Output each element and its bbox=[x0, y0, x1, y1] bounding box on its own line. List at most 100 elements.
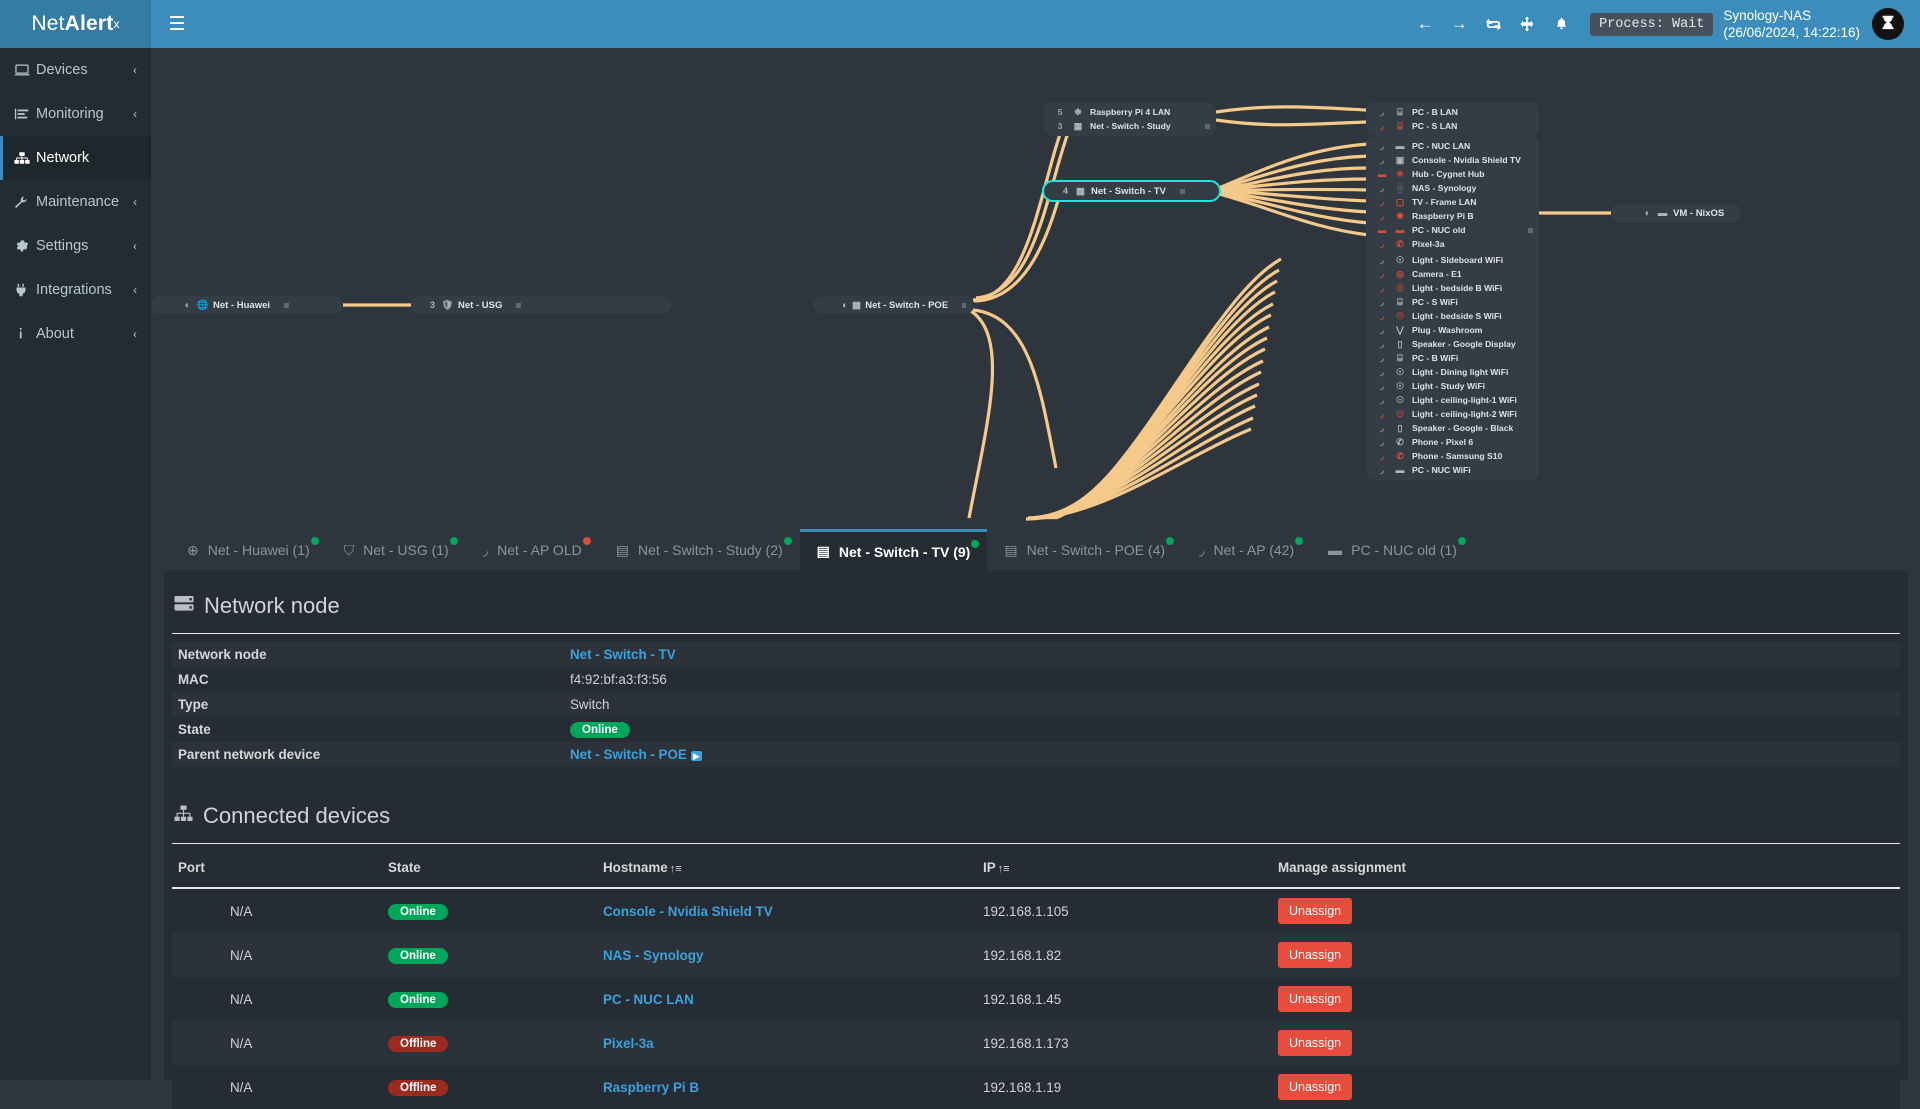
map-node-handle[interactable] bbox=[516, 302, 522, 308]
map-device-row[interactable]: ◞ ▢ TV - Frame LAN bbox=[1366, 195, 1539, 209]
map-node-huawei[interactable]: ◐ 🌐 Net - Huawei bbox=[151, 296, 343, 314]
device-link[interactable]: Pixel-3a bbox=[603, 1035, 654, 1051]
map-device-row[interactable]: ◞ ☉ Light - Dining light WiFi bbox=[1366, 365, 1539, 379]
map-node-vm-nixos[interactable]: ◐ ▬ VM - NixOS bbox=[1611, 204, 1741, 222]
cell-action[interactable]: Unassign bbox=[1272, 888, 1900, 933]
map-device-label: PC - NUC WiFi bbox=[1412, 465, 1471, 475]
map-node-usg[interactable]: 3 🛡 Net - USG bbox=[411, 296, 671, 314]
map-node-switch-poe[interactable]: ◐ ▦ Net - Switch - POE bbox=[814, 296, 974, 314]
tab-net-ap-old[interactable]: ◞ Net - AP OLD bbox=[466, 529, 599, 571]
tab-net-ap-42[interactable]: ◞ Net - AP (42) bbox=[1182, 529, 1311, 571]
phone-icon: ✆ bbox=[1396, 436, 1404, 447]
sidebar-item-maintenance[interactable]: Maintenance ‹ bbox=[0, 180, 151, 224]
map-device-row[interactable]: ◞ ☉ Light - ceiling-light-1 WiFi bbox=[1366, 393, 1539, 407]
sort-asc-icon[interactable]: ↑≡ bbox=[669, 863, 682, 875]
map-device-row[interactable]: ◞ ☉ Light - ceiling-light-2 WiFi bbox=[1366, 407, 1539, 421]
map-device-row[interactable]: ◞ ▬ PC - NUC WiFi bbox=[1366, 463, 1539, 477]
map-device-row[interactable]: ◞ ☉ Light - bedside B WiFi bbox=[1366, 281, 1539, 295]
cell-hostname[interactable]: NAS - Synology bbox=[597, 933, 977, 977]
map-device-row[interactable]: ◞ ⌸ PC - B WiFi bbox=[1366, 351, 1539, 365]
map-device-row[interactable]: ◞ ☉ Light - Study WiFi bbox=[1366, 379, 1539, 393]
map-device-row[interactable]: ◞ ☉ Light - Sideboard WiFi bbox=[1366, 253, 1539, 267]
map-node-handle[interactable] bbox=[1205, 123, 1210, 129]
tab-net-usg-1[interactable]: ⛉ Net - USG (1) bbox=[327, 529, 466, 571]
map-device-row[interactable]: ◞ ▬ PC - NUC LAN bbox=[1366, 139, 1539, 153]
map-device-row[interactable]: ▬ ✳ Hub - Cygnet Hub bbox=[1366, 167, 1539, 181]
bell-icon[interactable] bbox=[1544, 0, 1578, 48]
chevron-left-icon: ‹ bbox=[133, 239, 137, 253]
map-device-label: PC - B LAN bbox=[1412, 107, 1458, 117]
map-device-row[interactable]: ◞ ✆ Phone - Pixel 6 bbox=[1366, 435, 1539, 449]
map-device-row[interactable]: ◞ ⋁ Plug - Washroom bbox=[1366, 323, 1539, 337]
device-link[interactable]: NAS - Synology bbox=[603, 947, 704, 963]
divider bbox=[172, 633, 1900, 634]
map-node-handle[interactable] bbox=[1179, 188, 1185, 194]
cell-action[interactable]: Unassign bbox=[1272, 1021, 1900, 1065]
map-device-row[interactable]: ◞ ☉ Light - bedside S WiFi bbox=[1366, 309, 1539, 323]
forward-arrow-icon[interactable]: → bbox=[1450, 14, 1468, 33]
bulb-icon: ☉ bbox=[1395, 380, 1405, 391]
detail-row: Parent network device Net - Switch - POE ▶ bbox=[172, 742, 1900, 767]
sidebar-item-integrations[interactable]: Integrations ‹ bbox=[0, 268, 151, 312]
unassign-button[interactable]: Unassign bbox=[1278, 1074, 1353, 1100]
detail-value[interactable]: Net - Switch - POE ▶ bbox=[564, 742, 1900, 767]
device-link[interactable]: Raspberry Pi B bbox=[603, 1079, 700, 1095]
map-node-handle[interactable] bbox=[284, 302, 290, 308]
cell-action[interactable]: Unassign bbox=[1272, 977, 1900, 1021]
map-node-raspberry-pi-4-lan[interactable]: 5 ❉ Raspberry Pi 4 LAN bbox=[1044, 105, 1216, 119]
external-link-icon[interactable]: ▶ bbox=[690, 751, 702, 761]
section-title-text: Connected devices bbox=[203, 803, 391, 828]
map-device-row[interactable]: ◞ ▯ Speaker - Google Display bbox=[1366, 337, 1539, 351]
map-device-row[interactable]: ▬ ▬ PC - NUC old bbox=[1366, 223, 1539, 237]
unassign-button[interactable]: Unassign bbox=[1278, 898, 1353, 924]
map-device-row[interactable]: ◞ ◎ Camera - E1 bbox=[1366, 267, 1539, 281]
sidebar-item-settings[interactable]: Settings ‹ bbox=[0, 224, 151, 268]
sidebar-item-devices[interactable]: Devices ‹ bbox=[0, 48, 151, 92]
hamburger-icon[interactable]: ☰ bbox=[168, 13, 186, 35]
column-header-hostname[interactable]: Hostname ↑≡ bbox=[597, 848, 977, 889]
tab-net-switch-tv-9[interactable]: ▤ Net - Switch - TV (9) bbox=[799, 529, 988, 571]
unassign-button[interactable]: Unassign bbox=[1278, 1030, 1353, 1056]
sidebar-item-monitoring[interactable]: Monitoring ‹ bbox=[0, 92, 151, 136]
avatar[interactable] bbox=[1872, 8, 1904, 40]
map-device-row[interactable]: ◞ ✆ Phone - Samsung S10 bbox=[1366, 449, 1539, 463]
column-header-ip[interactable]: IP ↑≡ bbox=[977, 848, 1272, 889]
device-link[interactable]: PC - NUC LAN bbox=[603, 991, 694, 1007]
cell-hostname[interactable]: Raspberry Pi B bbox=[597, 1065, 977, 1109]
move-icon[interactable] bbox=[1510, 0, 1544, 48]
sidebar-item-about[interactable]: About ‹ bbox=[0, 312, 151, 356]
back-arrow-icon[interactable]: ← bbox=[1416, 14, 1434, 33]
sidebar-item-network[interactable]: Network bbox=[0, 136, 151, 180]
unassign-button[interactable]: Unassign bbox=[1278, 986, 1353, 1012]
detail-link[interactable]: Net - Switch - TV bbox=[570, 647, 676, 662]
detail-link[interactable]: Net - Switch - POE bbox=[570, 747, 687, 762]
cell-hostname[interactable]: Pixel-3a bbox=[597, 1021, 977, 1065]
map-device-row[interactable]: ◞ ✆ Pixel-3a bbox=[1366, 237, 1539, 251]
tab-net-switch-study-2[interactable]: ▤ Net - Switch - Study (2) bbox=[599, 529, 800, 571]
map-device-row[interactable]: ◞ ⌸ PC - B LAN bbox=[1366, 105, 1539, 119]
cell-action[interactable]: Unassign bbox=[1272, 1065, 1900, 1109]
tab-pc-nuc-old-1[interactable]: ▬ PC - NUC old (1) bbox=[1311, 529, 1474, 571]
cell-hostname[interactable]: Console - Nvidia Shield TV bbox=[597, 888, 977, 933]
tab-net-switch-poe-4[interactable]: ▤ Net - Switch - POE (4) bbox=[987, 529, 1182, 571]
device-link[interactable]: Console - Nvidia Shield TV bbox=[603, 903, 773, 919]
unassign-button[interactable]: Unassign bbox=[1278, 942, 1353, 968]
map-node-switch-tv-selected[interactable]: 4 ▦ Net - Switch - TV bbox=[1042, 180, 1221, 202]
map-node-handle[interactable] bbox=[962, 302, 966, 308]
map-device-row[interactable]: ◞ ▣ Console - Nvidia Shield TV bbox=[1366, 153, 1539, 167]
map-device-row[interactable]: ◞ ▯ Speaker - Google - Black bbox=[1366, 421, 1539, 435]
map-device-row[interactable]: ◞ ░ NAS - Synology bbox=[1366, 181, 1539, 195]
cell-hostname[interactable]: PC - NUC LAN bbox=[597, 977, 977, 1021]
map-node-switch-study[interactable]: 3 ▦ Net - Switch - Study bbox=[1044, 119, 1216, 133]
map-device-row[interactable]: ◞ ⌸ PC - S WiFi bbox=[1366, 295, 1539, 309]
refresh-icon[interactable] bbox=[1476, 0, 1510, 48]
map-device-row[interactable]: ◞ ✹ Raspberry Pi B bbox=[1366, 209, 1539, 223]
detail-value[interactable]: Net - Switch - TV bbox=[564, 642, 1900, 667]
map-node-handle[interactable] bbox=[1528, 227, 1533, 233]
map-device-row[interactable]: ◞ ⌸ PC - S LAN bbox=[1366, 119, 1539, 133]
tab-net-huawei-1[interactable]: ⊕ Net - Huawei (1) bbox=[170, 529, 327, 571]
map-group-study[interactable]: 5 ❉ Raspberry Pi 4 LAN 3 ▦ Net - Switch … bbox=[1044, 102, 1216, 136]
sort-asc-icon[interactable]: ↑≡ bbox=[997, 863, 1010, 875]
network-map[interactable]: ◐ 🌐 Net - Huawei 3 🛡 Net - USG ◐ ▦ Net -… bbox=[151, 48, 1920, 529]
cell-action[interactable]: Unassign bbox=[1272, 933, 1900, 977]
